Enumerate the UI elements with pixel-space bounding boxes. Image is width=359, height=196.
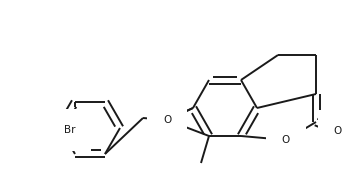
Text: Br: Br [64,125,76,135]
Text: O: O [334,126,342,136]
Text: O: O [163,115,171,125]
Text: O: O [282,135,290,145]
